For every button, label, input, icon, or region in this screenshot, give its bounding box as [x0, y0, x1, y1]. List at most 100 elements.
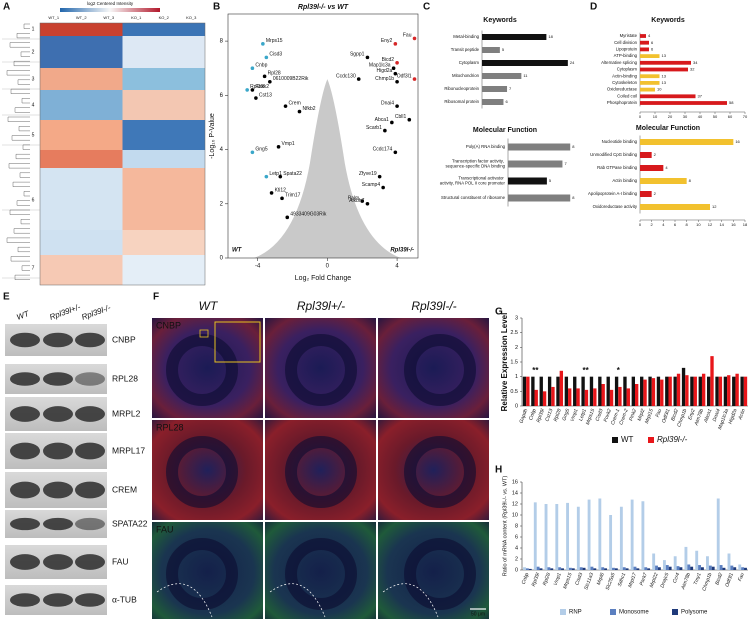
x-tick-label: Cisd3: [595, 408, 605, 422]
blot-band: [43, 593, 73, 607]
bar: [640, 376, 644, 406]
bar: [744, 567, 747, 570]
y-tick-label: 2: [515, 556, 518, 562]
x-tick-label: 0: [326, 264, 330, 270]
gene-label: Sgpp1: [350, 52, 365, 58]
bar: [573, 376, 577, 406]
gene-label: Nfkb2: [302, 106, 315, 112]
bar: [640, 60, 691, 65]
x-tick-label: Rpl39l: [531, 571, 542, 587]
dendrogram: [20, 219, 30, 225]
panel-letter: C: [423, 2, 430, 13]
value-label: 5: [502, 47, 505, 52]
bar: [631, 376, 635, 406]
bar: [576, 388, 580, 406]
cluster-label: 4: [32, 102, 35, 108]
blot-band: [43, 554, 73, 570]
y-tick-label: 2: [515, 345, 518, 351]
x-tick-label: Rpl28: [542, 572, 552, 587]
tubule-outline: [285, 436, 357, 508]
lane-label: Rpl39l+/-: [48, 302, 82, 322]
bar: [722, 567, 726, 570]
gene-point: [381, 185, 385, 190]
x-tick-label: 18: [743, 222, 748, 227]
bar: [660, 379, 664, 406]
heatmap-cell: [150, 36, 178, 68]
row-label: CNBP: [156, 320, 181, 330]
y-tick-label: 8: [220, 39, 224, 45]
bar: [598, 498, 602, 570]
heatmap-cell: [95, 150, 123, 168]
heatmap-cell: [122, 90, 150, 120]
bar: [640, 139, 734, 145]
gene-point: [365, 55, 370, 60]
bar: [648, 376, 652, 406]
category-label: Oxidoreductase activity: [593, 204, 638, 209]
blot-band: [75, 372, 105, 386]
legend-label: Monosome: [619, 610, 649, 616]
bar: [719, 565, 723, 570]
gene-label: Alkbh7: [349, 198, 365, 204]
blot-band: [75, 517, 105, 531]
category-label: Unmodified CpG binding: [590, 152, 637, 157]
dendrogram: [19, 172, 30, 178]
gene-point: [264, 174, 269, 179]
gene-label: Chmp1b: [375, 76, 394, 82]
heatmap-cell: [177, 68, 205, 90]
y-axis-label: Ratio of mRNA content (Rpl39l-/- vs. WT): [502, 476, 508, 577]
value-label: 12: [712, 204, 717, 209]
gene-point: [412, 36, 417, 41]
tubule-boundary: [382, 583, 439, 618]
value-label: 6: [505, 99, 508, 104]
y-tick-label: 16: [512, 479, 518, 485]
heatmap-cell: [177, 230, 205, 255]
heatmap-cell: [67, 168, 95, 230]
heatmap-cell: [177, 150, 205, 168]
x-tick-label: Vmp1: [553, 572, 563, 587]
bar: [593, 568, 597, 570]
value-label: 7: [509, 86, 512, 91]
category-label: Rab GTPase binding: [597, 165, 637, 170]
gene-point: [383, 128, 387, 133]
bar: [706, 376, 711, 406]
bar: [609, 389, 614, 406]
gene-point: [283, 104, 288, 108]
row-label: FAU: [156, 524, 174, 534]
panel-title: Keywords: [483, 17, 517, 24]
heatmap-cell: [177, 36, 205, 68]
gene-label: Ccdc174: [373, 147, 393, 153]
dendrogram: [22, 144, 30, 150]
bar: [715, 376, 719, 406]
bar: [625, 568, 629, 570]
value-label: 13: [662, 80, 667, 85]
bar: [558, 567, 562, 570]
gene-point: [261, 42, 265, 46]
bar: [508, 177, 547, 185]
value-label: 4: [648, 33, 651, 38]
gene-label: 4933409G03Rik: [290, 212, 327, 218]
tubule-outline: [285, 538, 357, 610]
gene-point: [377, 174, 382, 179]
legend-swatch: [648, 437, 654, 443]
bar: [526, 376, 530, 406]
category-label: Apolipoprotein A-I binding: [588, 191, 638, 196]
value-label: 32: [690, 67, 695, 72]
bar: [641, 501, 645, 570]
bar: [673, 556, 677, 570]
gene-label: Foxk2: [255, 84, 269, 90]
significance: **: [582, 366, 589, 375]
cluster-label: 1: [32, 26, 35, 32]
bar: [604, 568, 608, 570]
y-tick-label: 3: [515, 315, 518, 321]
panel-title: Molecular Function: [473, 127, 537, 134]
gene-label: Cisd3: [269, 52, 282, 58]
cluster-label: 6: [32, 197, 35, 203]
bar: [525, 568, 529, 570]
category-label: Myristate: [620, 33, 638, 38]
bar: [687, 564, 691, 570]
column-label: WT_3: [103, 15, 114, 20]
heatmap-cell: [150, 120, 178, 150]
x-tick-label: -4: [255, 264, 261, 270]
bar: [685, 375, 689, 406]
y-tick-label: 0: [220, 256, 224, 262]
